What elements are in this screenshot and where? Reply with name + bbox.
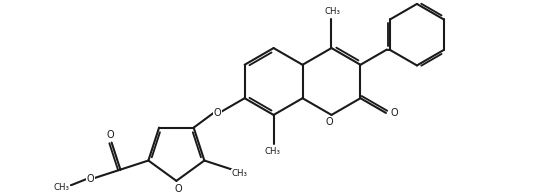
Text: O: O bbox=[391, 108, 398, 118]
Text: O: O bbox=[175, 184, 182, 194]
Text: O: O bbox=[213, 108, 221, 118]
Text: CH₃: CH₃ bbox=[232, 170, 248, 178]
Text: O: O bbox=[87, 174, 94, 184]
Text: CH₃: CH₃ bbox=[54, 183, 70, 192]
Text: O: O bbox=[106, 130, 114, 140]
Text: O: O bbox=[325, 117, 333, 127]
Text: CH₃: CH₃ bbox=[325, 7, 340, 16]
Text: CH₃: CH₃ bbox=[265, 147, 281, 156]
